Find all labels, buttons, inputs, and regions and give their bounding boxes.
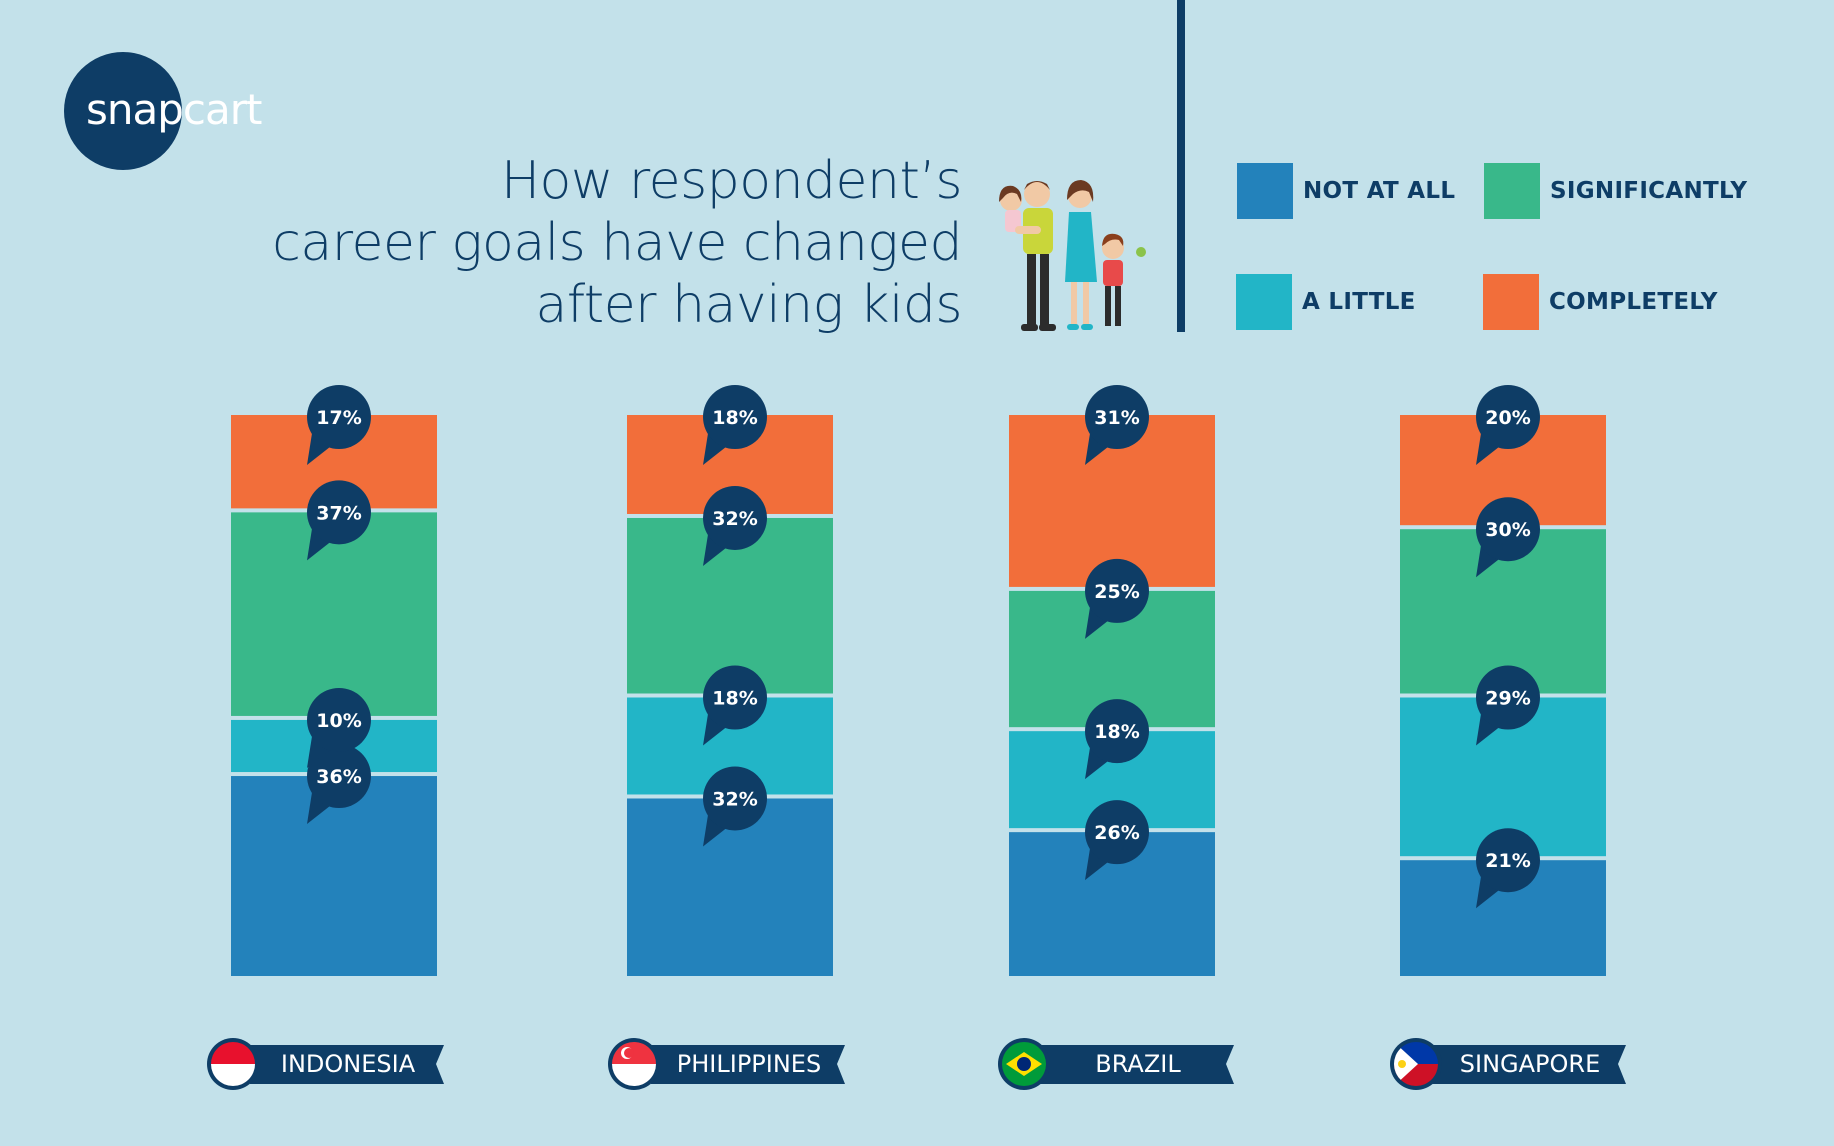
data-label-text: 37%	[316, 502, 361, 524]
data-label-bubble: 31%	[1085, 385, 1149, 465]
data-label-text: 21%	[1485, 850, 1530, 872]
title-line-1: How respondent’s	[500, 151, 963, 211]
legend-swatch	[1483, 274, 1539, 330]
ribbon-indonesia	[207, 1038, 444, 1090]
data-label-text: 10%	[316, 710, 361, 732]
ribbon-philippines	[608, 1038, 845, 1090]
bar-segment-indonesia-significantly	[231, 510, 437, 718]
legend-label: SIGNIFICANTLY	[1550, 178, 1748, 204]
data-label-text: 36%	[316, 766, 361, 788]
legend-label: A LITTLE	[1302, 289, 1416, 315]
legend-label: COMPLETELY	[1549, 289, 1718, 315]
indonesia-flag-icon	[211, 1042, 255, 1086]
data-label-text: 25%	[1094, 581, 1139, 603]
legend-significantly: SIGNIFICANTLY	[1484, 163, 1747, 219]
data-label-bubble: 37%	[307, 480, 371, 561]
legend-swatch	[1484, 163, 1540, 219]
data-label-bubble: 29%	[1476, 665, 1540, 746]
country-label-brazil: BRAZIL	[1095, 1050, 1181, 1078]
philippines-flag-icon	[1394, 1042, 1438, 1086]
girl-figure	[999, 185, 1041, 234]
data-label-bubble: 17%	[307, 385, 371, 465]
logo-text: snapcart	[86, 85, 262, 134]
country-label-philippines: PHILIPPINES	[676, 1050, 822, 1078]
data-label-bubble: 18%	[703, 385, 767, 465]
data-label-text: 29%	[1485, 688, 1530, 710]
country-label-indonesia: INDONESIA	[280, 1050, 416, 1078]
title-line-2: career goals have changed	[272, 213, 962, 273]
bar-segment-indonesia-not-at-all	[231, 774, 437, 976]
country-label-singapore: SINGAPORE	[1459, 1050, 1601, 1078]
data-label-text: 17%	[316, 407, 361, 429]
data-label-text: 32%	[712, 788, 757, 810]
header-divider	[1177, 0, 1185, 332]
singapore-flag-icon	[612, 1042, 656, 1086]
boy-figure	[1102, 233, 1146, 326]
data-label-text: 31%	[1094, 407, 1139, 429]
data-label-bubble: 25%	[1085, 558, 1149, 639]
data-label-bubble: 32%	[703, 485, 767, 566]
mother-figure	[1065, 180, 1097, 330]
legend-a-little: A LITTLE	[1236, 274, 1416, 330]
title-line-3: after having kids	[535, 275, 963, 335]
legend-swatch	[1237, 163, 1293, 219]
data-label-bubble: 21%	[1476, 828, 1540, 909]
data-label-bubble: 32%	[703, 766, 767, 847]
data-label-bubble: 30%	[1476, 497, 1540, 578]
data-label-text: 30%	[1485, 519, 1530, 541]
legend-not-at-all: NOT AT ALL	[1237, 163, 1455, 219]
ribbon-singapore	[1390, 1038, 1626, 1090]
data-label-bubble: 18%	[1085, 699, 1149, 780]
data-label-text: 18%	[712, 407, 757, 429]
data-label-text: 18%	[1094, 721, 1139, 743]
data-label-text: 32%	[712, 508, 757, 530]
snapcart-logo	[64, 52, 182, 170]
brazil-flag-icon	[1002, 1042, 1046, 1086]
data-label-bubble: 20%	[1476, 385, 1540, 465]
data-label-bubble: 18%	[703, 665, 767, 746]
page-title: How respondent’s career goals have chang…	[242, 150, 962, 336]
data-label-bubble: 26%	[1085, 800, 1149, 881]
family-illustration	[999, 180, 1146, 331]
data-label-bubble: 36%	[307, 744, 371, 825]
data-label-text: 20%	[1485, 407, 1530, 429]
data-label-bubble: 10%	[307, 687, 371, 768]
ribbon-brazil	[998, 1038, 1234, 1090]
legend-swatch	[1236, 274, 1292, 330]
data-label-text: 18%	[712, 688, 757, 710]
legend-label: NOT AT ALL	[1303, 178, 1456, 204]
legend-completely: COMPLETELY	[1483, 274, 1718, 330]
data-label-text: 26%	[1094, 822, 1139, 844]
